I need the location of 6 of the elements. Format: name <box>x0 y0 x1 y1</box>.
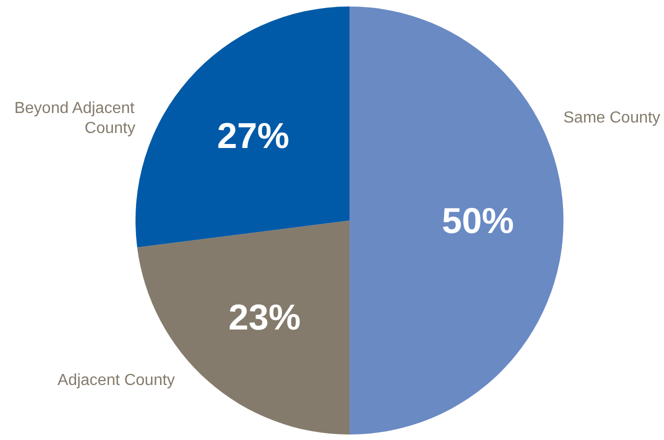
slice-label: Same County <box>563 109 660 126</box>
data-label: 50% <box>442 200 514 241</box>
data-label: 23% <box>228 296 301 338</box>
data-label: 27% <box>217 115 290 156</box>
slice-label: Adjacent County <box>58 372 175 389</box>
slice-label: Beyond Adjacent County <box>14 100 136 138</box>
